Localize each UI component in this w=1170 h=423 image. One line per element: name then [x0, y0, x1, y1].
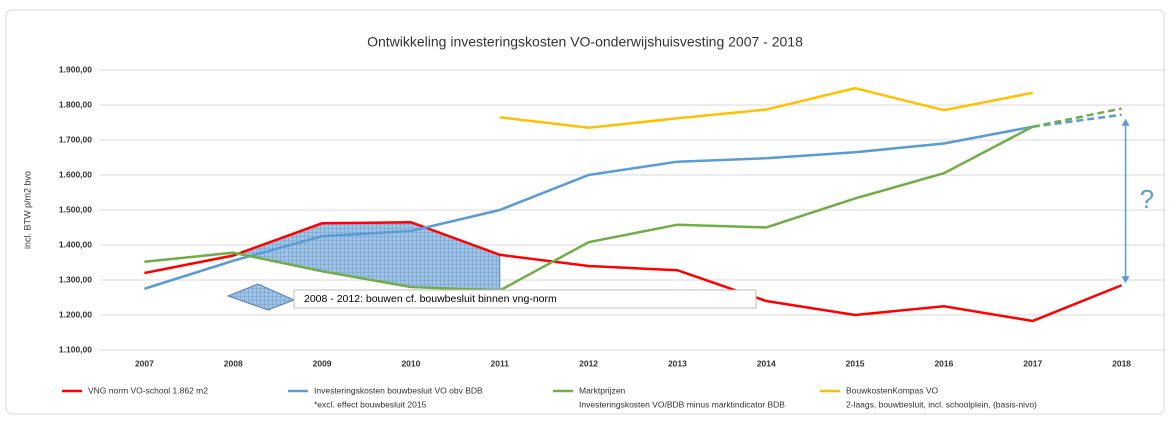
y-tick-label: 1.200,00 [59, 309, 92, 319]
x-tick-label: 2011 [491, 358, 510, 368]
y-tick-label: 1.900,00 [59, 64, 92, 74]
y-tick-label: 1.300,00 [59, 274, 92, 284]
legend-label: Investeringskosten bouwbesluit VO obv BD… [314, 385, 483, 395]
legend-note: Investeringskosten VO/BDB minus marktind… [579, 399, 785, 409]
series-line [144, 125, 1033, 290]
series-line [144, 220, 1123, 323]
legend-note: *excl. effect bouwbesluit 2015 [314, 399, 427, 409]
x-tick-label: 2008 [224, 358, 243, 368]
y-tick-label: 1.600,00 [59, 169, 92, 179]
annotation: ? [1140, 184, 1154, 214]
y-tick-label: 1.800,00 [59, 99, 92, 109]
y-tick-label: 1.400,00 [59, 239, 92, 249]
x-tick-label: 2015 [846, 358, 865, 368]
x-tick-label: 2013 [668, 358, 687, 368]
x-tick-label: 2009 [313, 358, 332, 368]
series-line [144, 125, 1034, 292]
legend-label: Marktprijzen [579, 385, 626, 395]
annotation-box [293, 289, 757, 309]
x-tick-label: 2018 [1112, 358, 1131, 368]
y-axis-label: incl. BTW p/m2 bvo [22, 171, 32, 249]
x-tick-label: 2007 [135, 358, 154, 368]
series-line-forecast [1032, 107, 1122, 128]
x-tick-label: 2012 [579, 358, 598, 368]
x-tick-label: 2014 [757, 358, 776, 368]
legend-label: VNG norm VO-school 1.862 m2 [88, 385, 208, 395]
chart-title: Ontwikkeling investeringskosten VO-onder… [367, 34, 803, 50]
y-tick-label: 1.700,00 [59, 134, 92, 144]
annotation: 2008 - 2012: bouwen cf. bouwbesluit binn… [304, 293, 557, 305]
series-line [499, 86, 1033, 130]
x-tick-label: 2010 [401, 358, 420, 368]
legend-note: 2-laags, bouwbesluit, incl. schoolplein,… [846, 399, 1037, 409]
y-tick-label: 1.500,00 [59, 204, 92, 214]
x-tick-label: 2016 [934, 358, 953, 368]
legend-label: BouwkostenKompas VO [846, 385, 939, 395]
x-tick-label: 2017 [1023, 358, 1042, 368]
y-tick-label: 1.100,00 [59, 344, 92, 354]
frame [5, 9, 1165, 415]
